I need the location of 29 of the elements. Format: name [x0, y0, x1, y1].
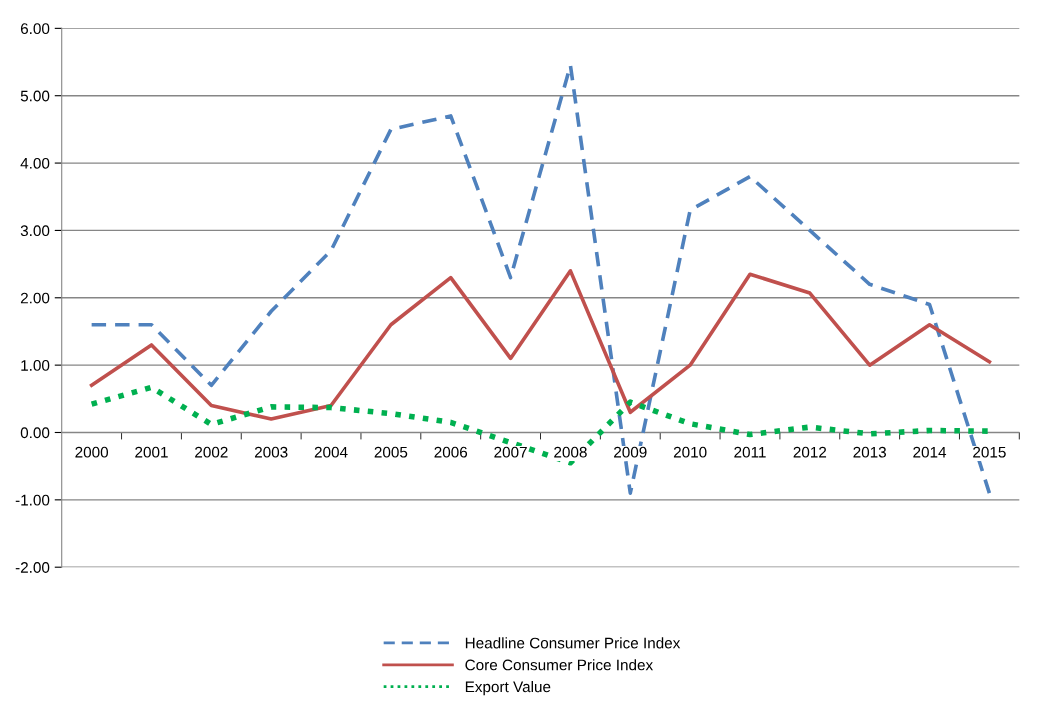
y-tick-label: 3.00	[20, 225, 50, 237]
line-series	[89, 269, 992, 421]
x-tick-label: 2009	[614, 446, 647, 458]
x-tick-label: 2006	[434, 446, 468, 458]
y-tick-label: -2.00	[15, 562, 50, 573]
x-tick-label: 2008	[554, 446, 587, 458]
x-tick-label: 2003	[254, 446, 288, 458]
y-tick-label: 5.00	[20, 90, 50, 102]
y-tick-label: -1.00	[15, 494, 50, 506]
y-tick-label: 1.00	[21, 360, 50, 371]
x-tick-label: 2000	[75, 446, 109, 458]
x-tick-label: 2012	[793, 446, 827, 458]
x-tick-label: 2005	[374, 446, 408, 458]
x-tick-label: 2007	[494, 446, 527, 458]
x-tick-label: 2013	[853, 446, 887, 458]
y-tick-label: 6.00	[20, 23, 50, 35]
x-tick-label: 2001	[135, 446, 168, 458]
x-tick-label: 2002	[195, 446, 228, 458]
x-tick-label: 2014	[913, 446, 947, 458]
x-tick-label: 2004	[314, 446, 348, 458]
legend-label: Headline Consumer Price Index	[465, 637, 681, 649]
y-tick-label: 4.00	[20, 157, 50, 169]
x-tick-label: 2011	[734, 446, 766, 458]
legend-label: Export Value	[465, 681, 551, 696]
legend-label: Core Consumer Price Index	[465, 659, 653, 671]
x-tick-label: 2010	[673, 446, 707, 458]
y-tick-label: 0.00	[20, 427, 50, 439]
x-tick-label: 2015	[973, 446, 1006, 458]
y-tick-label: 2.00	[20, 292, 50, 304]
